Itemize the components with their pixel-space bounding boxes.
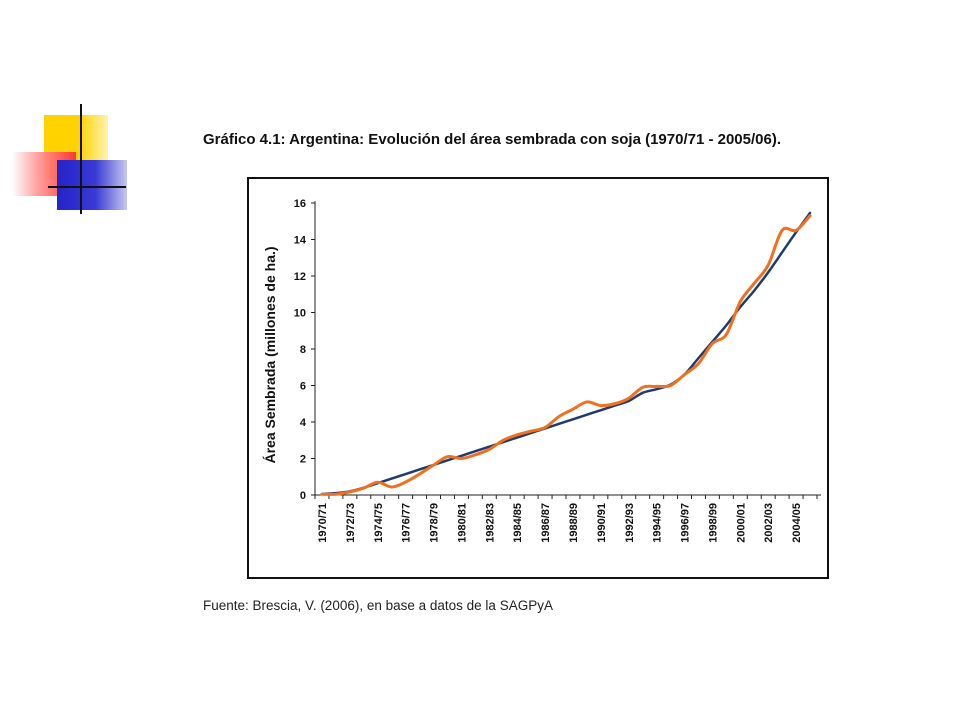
actual-series-line xyxy=(320,214,812,496)
y-tick-label: 12 xyxy=(294,271,306,283)
x-tick-label: 1976/77 xyxy=(401,503,413,543)
chart-title: Gráfico 4.1: Argentina: Evolución del ár… xyxy=(203,131,782,148)
x-tick-label: 1978/79 xyxy=(429,503,441,543)
y-tick-label: 16 xyxy=(294,198,306,210)
blue-square-decoration xyxy=(57,160,127,210)
x-tick-label: 1972/73 xyxy=(345,503,357,543)
x-tick-label: 1992/93 xyxy=(624,503,636,543)
x-tick-label: 1974/75 xyxy=(373,503,385,543)
x-tick-label: 1982/83 xyxy=(484,503,496,543)
x-tick-label: 1998/99 xyxy=(707,503,719,543)
x-tick-label: 1980/81 xyxy=(456,503,468,543)
x-tick-label: 2000/01 xyxy=(735,503,747,543)
source-note: Fuente: Brescia, V. (2006), en base a da… xyxy=(203,598,553,613)
x-tick-label: 1990/91 xyxy=(596,503,608,543)
line-chart: Área Sembrada (millones de ha.) 0 2 4 6 8 10 1… xyxy=(262,198,821,543)
x-tick-label: 1986/87 xyxy=(540,503,552,543)
vertical-line-decoration xyxy=(80,104,82,214)
x-tick-label: 1988/89 xyxy=(568,503,580,543)
y-tick-label: 2 xyxy=(300,454,306,466)
chart-frame: Área Sembrada (millones de ha.) 0 2 4 6 8 10 1… xyxy=(247,177,829,579)
x-tick-label: 1984/85 xyxy=(512,503,524,543)
x-tick-label: 1994/95 xyxy=(652,503,664,543)
y-tick-label: 8 xyxy=(300,344,306,356)
y-axis-label: Área Sembrada (millones de ha.) xyxy=(262,246,278,463)
y-tick-label: 10 xyxy=(294,308,306,320)
x-tick-label: 1996/97 xyxy=(680,503,692,543)
y-tick-label: 6 xyxy=(300,381,306,393)
y-tick-label: 4 xyxy=(300,417,307,429)
x-tick-label: 2002/03 xyxy=(763,503,775,543)
horizontal-line-decoration xyxy=(48,186,126,188)
corner-squares-decoration xyxy=(0,0,140,230)
y-tick-label: 14 xyxy=(294,235,307,247)
x-tick-label: 2004/05 xyxy=(791,503,803,543)
x-tick-label: 1970/71 xyxy=(317,503,329,543)
trend-series-line xyxy=(320,211,812,496)
y-tick-label: 0 xyxy=(300,490,306,502)
